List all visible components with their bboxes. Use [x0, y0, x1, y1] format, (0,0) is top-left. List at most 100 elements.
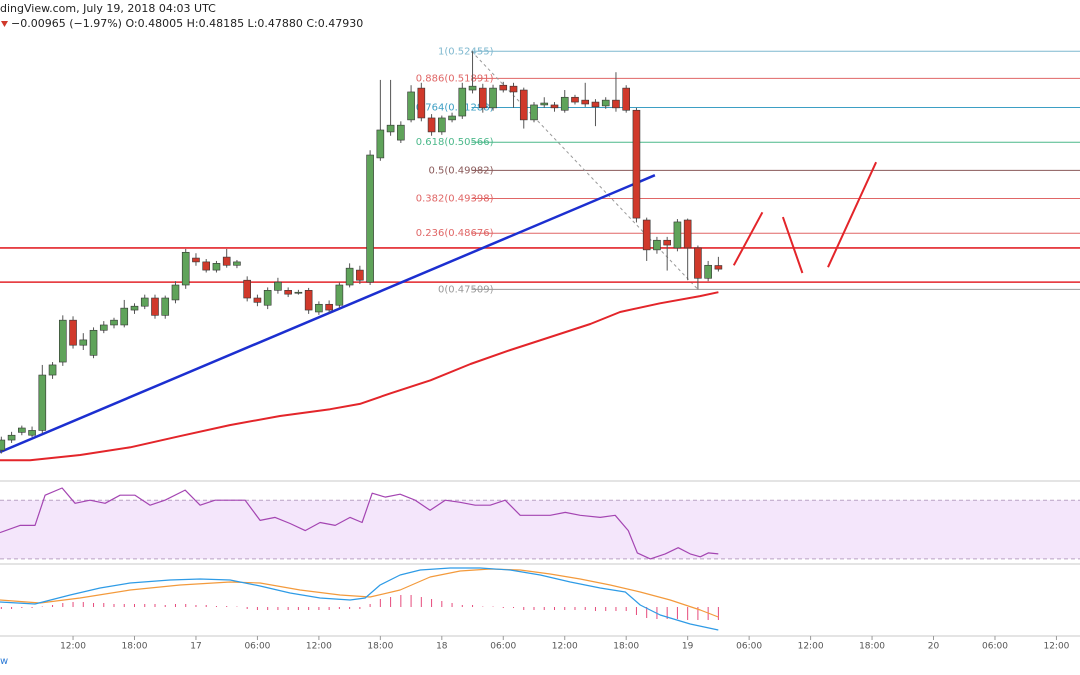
- projection-line: [732, 161, 878, 274]
- candle-body: [417, 87, 426, 119]
- fib-diagonal: [471, 50, 699, 290]
- candle-body: [694, 247, 702, 279]
- candle-body: [550, 104, 559, 109]
- x-tick-label: 12:00: [798, 642, 824, 652]
- header-ohlc: −0.00965 (−1.97%) O:0.48005 H:0.48185 L:…: [11, 17, 363, 30]
- x-tick-label: 18: [436, 642, 448, 652]
- candle-body: [89, 329, 98, 356]
- candle-body: [161, 297, 170, 316]
- candle-body: [581, 99, 590, 105]
- x-tick-label: 12:00: [60, 642, 86, 652]
- candle-body: [632, 109, 641, 219]
- candle-body: [181, 251, 190, 286]
- x-tick-label: 18:00: [367, 642, 393, 652]
- candle-body: [140, 297, 149, 307]
- candle-body: [704, 264, 712, 279]
- x-tick-label: 17: [190, 642, 201, 652]
- candle-body: [663, 239, 671, 246]
- trendline: [0, 174, 656, 454]
- header-title: dingView.com, July 19, 2018 04:03 UTC: [0, 2, 216, 15]
- header-bg: [0, 0, 275, 31]
- x-tick-label: 06:00: [736, 642, 762, 652]
- x-tick-label: 18:00: [613, 642, 639, 652]
- candle-body: [438, 117, 446, 133]
- fib-label: 1(0.52455): [438, 46, 494, 57]
- candle-body: [714, 265, 723, 270]
- x-tick-label: 12:00: [306, 642, 332, 652]
- candle-body: [212, 263, 221, 271]
- candle-body: [468, 85, 477, 91]
- candle-body: [130, 305, 139, 311]
- fib-label: 0.382(0.49398): [416, 193, 494, 204]
- candle-body: [612, 99, 620, 109]
- candle-body: [509, 85, 518, 93]
- candle-body: [489, 87, 497, 109]
- candle-body: [263, 290, 272, 306]
- candle-body: [315, 303, 323, 313]
- rsi-line: [0, 487, 719, 560]
- fib-label: 0.5(0.49982): [428, 165, 493, 176]
- candle-body: [253, 297, 262, 303]
- candle-body: [69, 319, 77, 346]
- candle-body: [356, 269, 364, 281]
- candle-body: [110, 319, 118, 326]
- ema-line: [0, 291, 719, 462]
- candle-body: [243, 279, 251, 299]
- rsi-band: [0, 500, 1080, 559]
- candle-body: [601, 99, 610, 107]
- candle-body: [48, 364, 57, 376]
- candle-body: [222, 256, 231, 266]
- x-tick-label: 06:00: [982, 642, 1008, 652]
- candle-body: [376, 129, 385, 159]
- footer-logo: w: [0, 656, 8, 667]
- candle-body: [642, 219, 651, 251]
- x-tick-label: 12:00: [552, 642, 578, 652]
- candle-body: [120, 307, 129, 326]
- candle-body: [366, 154, 374, 283]
- fib-label: 0.618(0.50566): [416, 137, 494, 148]
- macd-signal-line: [0, 568, 719, 618]
- x-tick-label: 20: [928, 642, 940, 652]
- candle-body: [478, 87, 487, 109]
- candle-body: [7, 434, 16, 441]
- candle-body: [233, 261, 241, 266]
- fib-label: 0.236(0.48676): [416, 228, 494, 239]
- candle-body: [591, 101, 600, 108]
- x-tick-label: 18:00: [122, 642, 148, 652]
- fib-label: 0.886(0.51891): [416, 73, 494, 84]
- candle-body: [304, 290, 313, 311]
- candle-body: [274, 281, 282, 291]
- candle-body: [38, 374, 47, 431]
- candle-body: [284, 290, 292, 295]
- candle-body: [653, 239, 661, 251]
- candle-body: [79, 339, 88, 346]
- candle-body: [192, 257, 200, 263]
- candle-body: [530, 104, 538, 121]
- x-tick-label: 06:00: [490, 642, 516, 652]
- candle-body: [386, 124, 395, 133]
- x-tick-label: 18:00: [859, 642, 885, 652]
- candle-body: [202, 261, 211, 271]
- candle-body: [345, 267, 354, 286]
- candle-body: [407, 91, 415, 121]
- candle-body: [448, 115, 456, 121]
- candle-body: [427, 117, 436, 133]
- candle-body: [540, 102, 549, 106]
- candle-body: [294, 291, 303, 294]
- fib-label: 0(0.47509): [438, 284, 494, 295]
- candle-body: [58, 319, 67, 363]
- x-tick-label: 19: [682, 642, 694, 652]
- candle-body: [519, 89, 528, 121]
- candle-body: [397, 124, 405, 141]
- x-tick-label: 06:00: [244, 642, 270, 652]
- candle-body: [0, 439, 6, 451]
- candle-body: [171, 284, 180, 301]
- candle-body: [499, 84, 508, 91]
- candle-body: [325, 303, 333, 311]
- fib-label: 0.764(0.51288): [416, 102, 494, 113]
- plot: 1(0.52455) 0.886(0.51891) 0.764(0.51288) 0.…: [0, 46, 1080, 652]
- x-tick-label: 12:00: [1043, 642, 1069, 652]
- candle-body: [28, 430, 36, 436]
